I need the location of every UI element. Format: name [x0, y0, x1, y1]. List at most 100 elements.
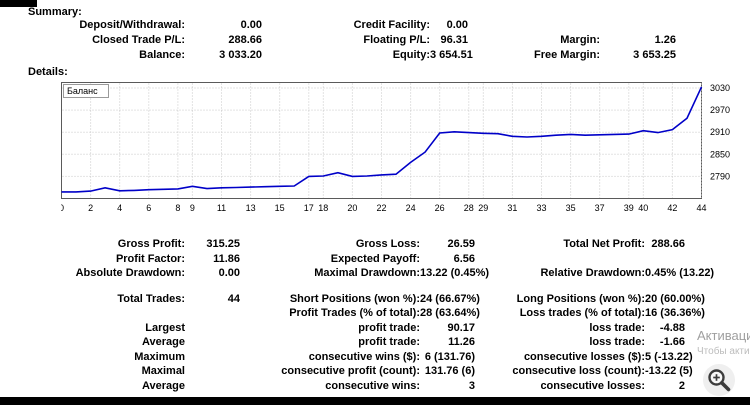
- summary-label: Closed Trade P/L:: [92, 34, 185, 46]
- svg-text:2850: 2850: [710, 149, 730, 159]
- stats-value: 11.86: [213, 252, 240, 265]
- statistics-table: Gross Profit: 315.25 Gross Loss: 26.59 Total…: [30, 237, 715, 394]
- stats-label: Largest: [145, 321, 185, 334]
- stats-label: Total Net Profit:: [563, 238, 645, 251]
- summary-label: Deposit/Withdrawal:: [79, 19, 185, 31]
- stats-value: 20 (60.00%): [645, 292, 705, 305]
- stats-value: 16 (36.36%): [645, 307, 705, 320]
- svg-text:3030: 3030: [710, 83, 730, 93]
- svg-text:29: 29: [478, 203, 488, 213]
- svg-text:2910: 2910: [710, 127, 730, 137]
- stats-value: 24 (66.67%): [420, 292, 480, 305]
- chart-legend-balance: Баланс: [63, 84, 109, 98]
- svg-text:11: 11: [217, 203, 226, 213]
- svg-text:18: 18: [318, 203, 328, 213]
- stats-row: Maximum consecutive wins ($): 6 (131.76) co…: [30, 350, 693, 365]
- stats-label: Gross Loss:: [355, 238, 420, 251]
- stats-label: Loss trades (% of total):: [519, 307, 645, 320]
- magnifier-plus-icon[interactable]: [703, 364, 735, 396]
- stats-value: 6 (131.76): [424, 350, 475, 363]
- summary-label: Free Margin:: [533, 49, 600, 61]
- stats-value: 288.66: [651, 238, 685, 251]
- top-black-strip: [0, 0, 37, 7]
- stats-row: Total Trades: 44 Short Positions (won %): 2…: [30, 292, 705, 307]
- stats-label: consecutive loss (count):: [512, 365, 645, 378]
- bottom-black-strip: [0, 397, 750, 405]
- svg-text:40: 40: [638, 203, 648, 213]
- stats-value: 11.26: [448, 336, 475, 349]
- summary-value: 3 033.20: [219, 49, 262, 61]
- summary-value: 0.00: [240, 19, 262, 31]
- stats-label: Maximal Drawdown:: [314, 267, 420, 280]
- summary-table: Deposit/Withdrawal: 0.00 Credit Facility: 0…: [30, 19, 676, 64]
- stats-label: Expected Payoff:: [330, 252, 420, 265]
- stats-value: 5 (-13.22): [645, 350, 693, 363]
- summary-value: [600, 19, 676, 34]
- summary-value: 3 653.25: [633, 49, 676, 61]
- stats-label: Absolute Drawdown:: [75, 267, 185, 280]
- summary-value: 288.66: [228, 34, 262, 46]
- stats-row: Gross Profit: 315.25 Gross Loss: 26.59 Total…: [30, 237, 685, 252]
- stats-label: loss trade:: [589, 336, 645, 349]
- svg-text:2: 2: [88, 203, 93, 213]
- watermark-line-2: Чтобы акти: [697, 346, 750, 357]
- summary-label: Floating P/L:: [363, 34, 430, 46]
- summary-label: Equity:: [392, 49, 430, 61]
- stats-row: Absolute Drawdown: 0.00 Maximal Drawdown: 1…: [30, 266, 715, 281]
- svg-text:24: 24: [406, 203, 416, 213]
- stats-value: 26.59: [447, 238, 475, 251]
- svg-text:20: 20: [347, 203, 357, 213]
- stats-value: 0.45% (13.22): [645, 267, 715, 280]
- svg-text:9: 9: [190, 203, 195, 213]
- stats-label: profit trade:: [358, 321, 420, 334]
- svg-text:33: 33: [536, 203, 546, 213]
- svg-text:17: 17: [304, 203, 314, 213]
- stats-label: Profit Factor:: [115, 252, 185, 265]
- svg-text:22: 22: [376, 203, 386, 213]
- stats-label: consecutive profit (count):: [281, 365, 420, 378]
- summary-section-title: Summary:: [28, 6, 82, 18]
- details-section-title: Details:: [28, 66, 68, 78]
- stats-label: Average: [141, 379, 185, 392]
- summary-label: Margin:: [560, 34, 600, 46]
- summary-value: 3 654.51: [430, 49, 473, 61]
- stats-row: Average profit trade: 11.26 loss trade: -1.6…: [30, 335, 685, 350]
- svg-text:37: 37: [595, 203, 605, 213]
- stats-value: 131.76 (6): [424, 365, 475, 378]
- stats-label: profit trade:: [358, 336, 420, 349]
- svg-text:8: 8: [175, 203, 180, 213]
- stats-label: consecutive losses ($):: [523, 350, 645, 363]
- stats-value: 315.25: [206, 238, 240, 251]
- stats-value: 0.00: [218, 267, 240, 280]
- magnifier-glyph: [708, 369, 731, 392]
- stats-row: Profit Factor: 11.86 Expected Payoff: 6.56: [30, 252, 685, 267]
- stats-row: [30, 281, 685, 292]
- svg-text:44: 44: [696, 203, 706, 213]
- stats-label: Short Positions (won %):: [289, 292, 420, 305]
- stats-value: -13.22 (5): [645, 365, 693, 378]
- summary-label: Credit Facility:: [353, 19, 430, 31]
- stats-value: 6.56: [453, 252, 475, 265]
- stats-row: Average consecutive wins: 3 consecutive los…: [30, 379, 685, 394]
- svg-text:42: 42: [667, 203, 677, 213]
- stats-value: -4.88: [659, 321, 685, 334]
- stats-value: 28 (63.64%): [420, 307, 480, 320]
- svg-text:2790: 2790: [710, 171, 730, 181]
- stats-label: Relative Drawdown:: [540, 267, 645, 280]
- stats-label: Total Trades:: [117, 292, 185, 305]
- stats-label: consecutive losses:: [540, 379, 645, 392]
- stats-label: Maximal: [141, 365, 185, 378]
- stats-value: 44: [227, 292, 240, 305]
- stats-label: Long Positions (won %):: [516, 292, 645, 305]
- stats-label: consecutive wins:: [325, 379, 420, 392]
- stats-label: loss trade:: [589, 321, 645, 334]
- svg-text:28: 28: [464, 203, 474, 213]
- stats-row: Largest profit trade: 90.17 loss trade: -4.8…: [30, 321, 685, 336]
- svg-text:35: 35: [566, 203, 576, 213]
- summary-value: 1.26: [654, 34, 676, 46]
- summary-value: 96.31: [440, 34, 468, 46]
- svg-text:26: 26: [435, 203, 445, 213]
- summary-label: [468, 19, 600, 34]
- svg-text:39: 39: [624, 203, 634, 213]
